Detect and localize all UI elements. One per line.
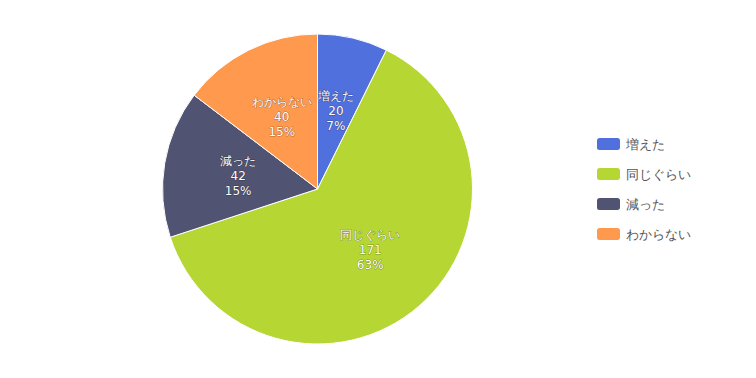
- svg-text:増えた: 増えた: [625, 137, 665, 152]
- svg-text:減った: 減った: [220, 154, 256, 168]
- svg-text:同じぐらい: 同じぐらい: [340, 228, 400, 242]
- svg-text:同じぐらい: 同じぐらい: [626, 167, 691, 182]
- svg-text:7%: 7%: [326, 119, 345, 133]
- svg-text:15%: 15%: [268, 125, 295, 139]
- svg-text:増えた: 増えた: [317, 89, 354, 103]
- svg-text:わからない: わからない: [626, 227, 691, 242]
- svg-text:63%: 63%: [357, 258, 384, 272]
- svg-text:20: 20: [328, 104, 343, 118]
- svg-text:171: 171: [359, 243, 382, 257]
- svg-text:40: 40: [274, 110, 289, 124]
- svg-text:わからない: わからない: [252, 95, 312, 109]
- svg-text:42: 42: [231, 169, 246, 183]
- svg-text:減った: 減った: [626, 197, 665, 212]
- svg-text:15%: 15%: [225, 184, 252, 198]
